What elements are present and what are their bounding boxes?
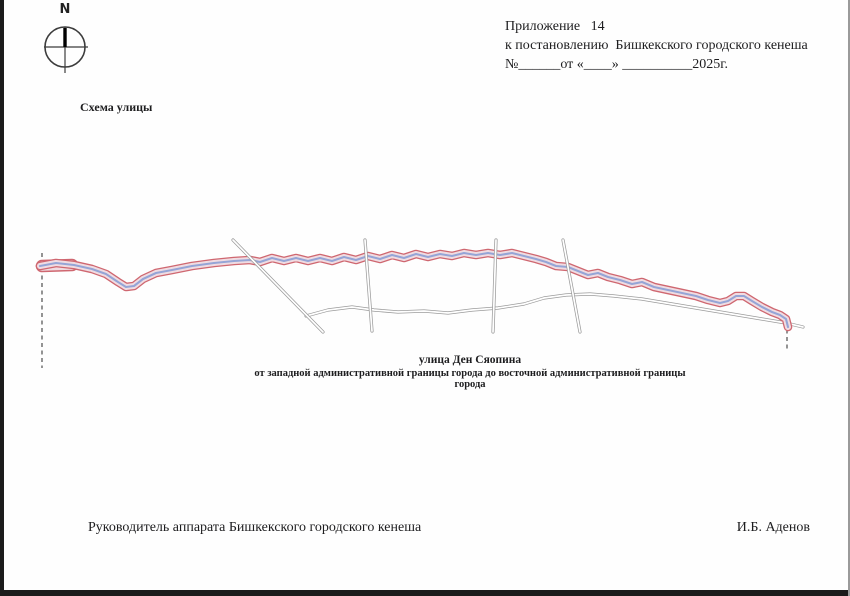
compass-icon bbox=[44, 26, 88, 73]
page-border-right bbox=[848, 0, 850, 596]
scheme-title: Схема улицы bbox=[80, 100, 153, 114]
signatory-position: Руководитель аппарата Бишкекского городс… bbox=[88, 520, 422, 535]
annex-header: Приложение 14 к постановлению Бишкекског… bbox=[505, 17, 840, 74]
page-border-left bbox=[0, 0, 4, 596]
annex-number-line: Приложение 14 bbox=[505, 19, 605, 34]
map-caption: улица Ден Сяопина от западной администра… bbox=[240, 354, 700, 390]
page-border-bottom bbox=[0, 590, 850, 596]
street-extent: от западной административной границы гор… bbox=[254, 368, 686, 390]
street-name: улица Ден Сяопина bbox=[418, 354, 522, 366]
resolution-line: к постановлению Бишкекского городского к… bbox=[505, 38, 808, 53]
highlighted-street bbox=[40, 253, 788, 327]
date-blank-line: №______от «____» __________2025г. bbox=[505, 57, 728, 72]
signatory-name: И.Б. Аденов bbox=[736, 520, 810, 535]
compass-north-label: N bbox=[59, 2, 71, 17]
cross-street-diagonal bbox=[231, 238, 325, 334]
cross-street-3 bbox=[561, 238, 582, 334]
